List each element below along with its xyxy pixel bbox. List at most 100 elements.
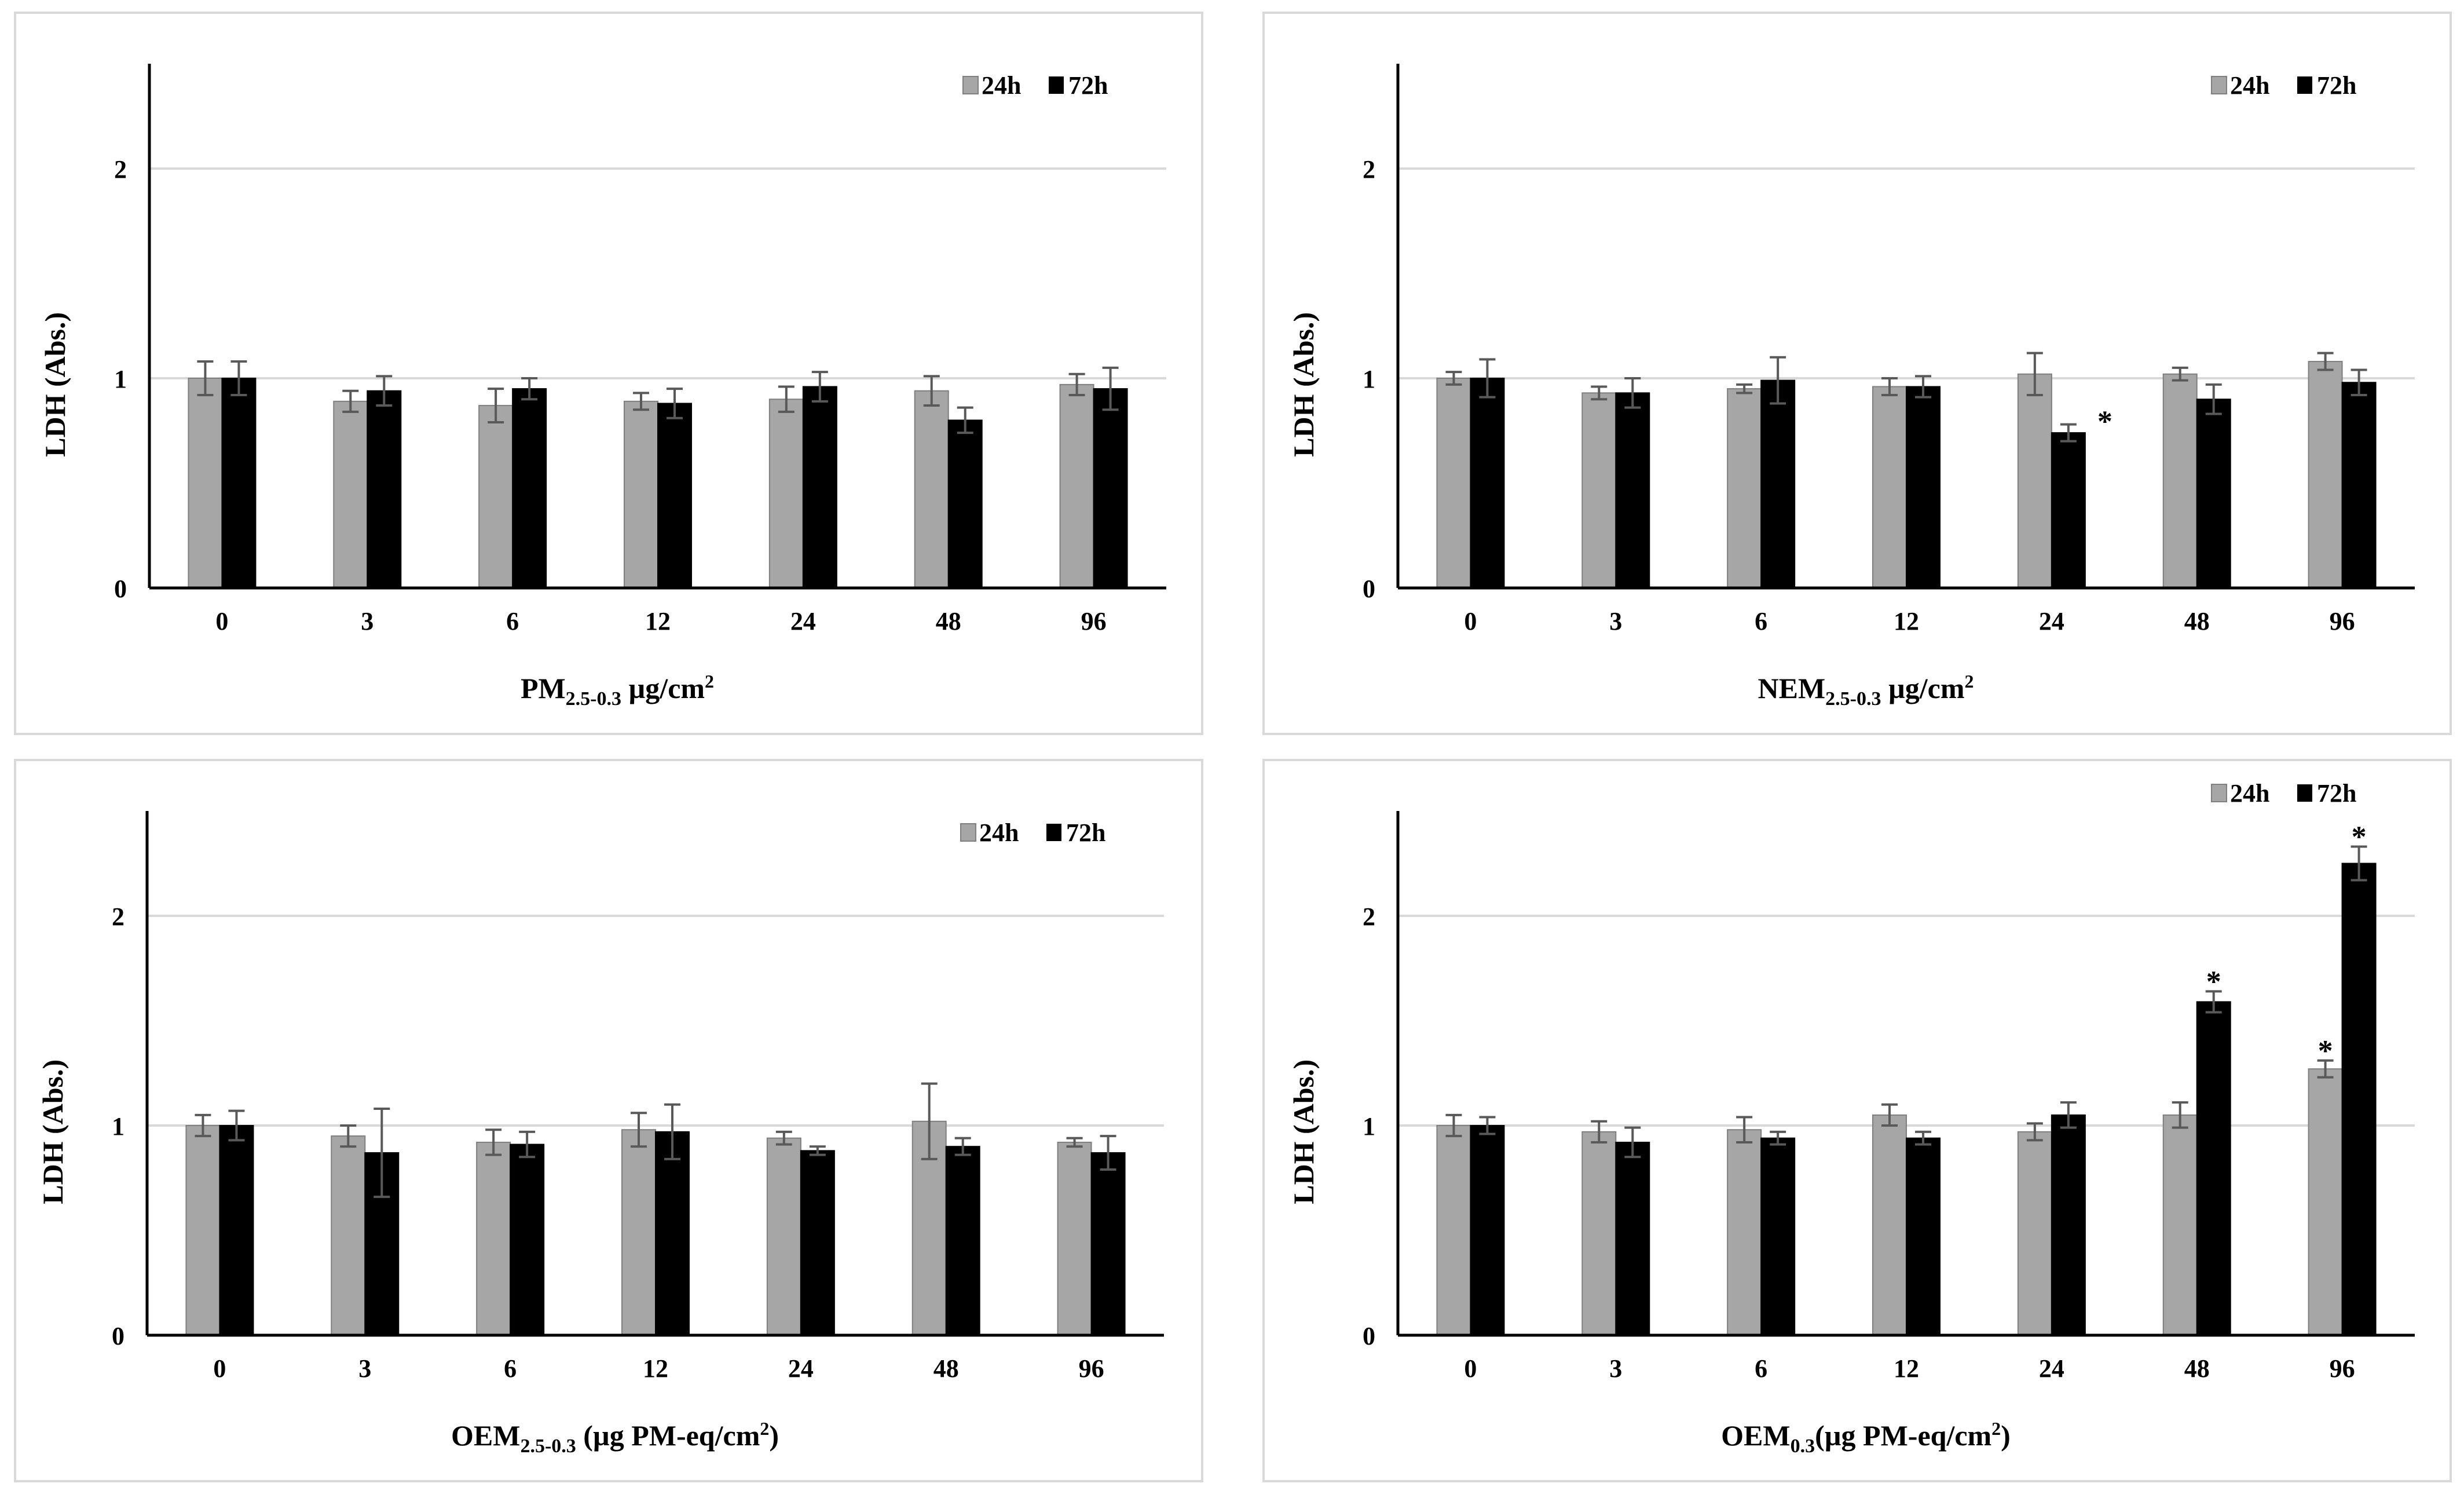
y-axis-title: LDH (Abs.) <box>39 312 71 457</box>
legend-label-24h: 24h <box>2230 71 2269 100</box>
legend-label-72h: 72h <box>2317 779 2356 808</box>
bar-24h-0 <box>1436 1125 1471 1336</box>
x-tick-label: 12 <box>1894 607 1919 635</box>
x-tick-label: 6 <box>504 1354 517 1383</box>
bar-24h-48 <box>2162 1114 2198 1336</box>
bar-72h-6 <box>1760 379 1796 589</box>
bar-72h-96 <box>2341 382 2377 589</box>
x-axis-title-part: 2 <box>1991 1418 2001 1439</box>
bar-24h-3 <box>333 400 368 589</box>
bar-72h-12 <box>655 1131 690 1336</box>
bar-72h-0 <box>221 378 257 589</box>
x-axis-title-part: 2.5-0.3 <box>566 688 621 710</box>
bar-72h-96 <box>1093 388 1128 589</box>
x-axis-title-part: ) <box>2001 1419 2011 1452</box>
bar-24h-96 <box>2308 1068 2343 1336</box>
bar-24h-3 <box>1581 392 1617 589</box>
bar-24h-96 <box>1059 383 1094 589</box>
legend-swatch-72h <box>2297 76 2312 94</box>
y-tick-label: 2 <box>112 903 125 931</box>
x-tick-label: 24 <box>788 1354 814 1383</box>
bar-72h-12 <box>1906 1137 1941 1336</box>
x-tick-label: 0 <box>213 1354 226 1383</box>
x-tick-label: 48 <box>933 1354 959 1383</box>
legend: 24h 72h <box>2211 71 2356 100</box>
bar-72h-3 <box>1615 1141 1650 1336</box>
x-axis-title-part: OEM <box>451 1419 520 1452</box>
x-tick-label: 96 <box>1079 1354 1104 1383</box>
panel-oem-0-3 <box>1262 759 2452 1482</box>
y-tick-label: 1 <box>112 1112 125 1141</box>
bar-72h-0 <box>1470 378 1505 589</box>
x-axis-title-part: NEM <box>1758 672 1825 704</box>
legend-label-72h: 72h <box>2317 71 2356 100</box>
x-tick-label: 48 <box>936 607 961 635</box>
x-axis-title: NEM2.5-0.3 µg/cm2 <box>1758 671 1974 710</box>
legend-label-24h: 24h <box>982 71 1021 100</box>
x-tick-label: 0 <box>1464 607 1477 635</box>
x-axis-title-part: 2 <box>1965 671 1974 692</box>
significance-asterisk: * <box>2097 405 2112 439</box>
legend-label-24h: 24h <box>979 819 1019 847</box>
bar-24h-24 <box>768 399 804 589</box>
bar-72h-24 <box>800 1150 835 1336</box>
y-tick-label: 2 <box>1363 903 1375 931</box>
bar-24h-0 <box>1436 378 1471 589</box>
x-tick-label: 96 <box>1081 607 1107 635</box>
x-axis-title-part: OEM <box>1721 1419 1790 1452</box>
bar-24h-24 <box>766 1137 801 1336</box>
legend-swatch-72h <box>1046 824 1061 841</box>
x-tick-label: 12 <box>1894 1354 1919 1383</box>
bar-72h-0 <box>219 1125 254 1336</box>
bar-24h-0 <box>185 1125 221 1336</box>
x-tick-label: 6 <box>1755 607 1767 635</box>
y-tick-label: 1 <box>1363 1112 1375 1141</box>
bar-72h-96 <box>2341 863 2377 1336</box>
legend-label-72h: 72h <box>1066 819 1105 847</box>
x-tick-label: 48 <box>2184 607 2210 635</box>
y-axis-title: LDH (Abs.) <box>1287 312 1320 457</box>
x-axis-title-part: 2 <box>705 671 714 692</box>
legend-swatch-24h <box>962 76 979 94</box>
x-axis-title: PM2.5-0.3 µg/cm2 <box>521 671 714 710</box>
bar-24h-96 <box>1057 1141 1092 1336</box>
x-axis-title-part: ) <box>769 1419 779 1452</box>
bar-24h-3 <box>331 1135 366 1336</box>
significance-asterisk: * <box>2206 965 2221 998</box>
legend-swatch-24h <box>2211 784 2227 802</box>
bar-72h-6 <box>510 1143 545 1336</box>
x-axis-title-part: PM <box>521 672 566 704</box>
x-tick-label: 96 <box>2330 1354 2355 1383</box>
bar-72h-24 <box>802 386 837 589</box>
x-tick-label: 3 <box>1609 607 1622 635</box>
panel-nem-2-5-0-3 <box>1262 12 2452 735</box>
bar-24h-24 <box>2017 1131 2052 1336</box>
x-tick-label: 6 <box>1755 1354 1767 1383</box>
legend: 24h 72h <box>2211 779 2356 808</box>
y-tick-label: 0 <box>1363 575 1375 603</box>
bar-72h-48 <box>2196 1001 2231 1336</box>
y-tick-label: 2 <box>1363 155 1375 184</box>
significance-asterisk: * <box>2318 1035 2333 1068</box>
panel-pm-2-5-0-3 <box>14 12 1203 735</box>
x-axis-title: OEM2.5-0.3 (µg PM-eq/cm2) <box>451 1418 779 1457</box>
significance-asterisk: * <box>2352 821 2367 854</box>
bar-24h-96 <box>2308 361 2343 589</box>
x-axis-title-part: (µg PM-eq/cm <box>1815 1419 1991 1452</box>
bar-72h-0 <box>1470 1125 1505 1336</box>
x-tick-label: 48 <box>2184 1354 2210 1383</box>
y-tick-label: 1 <box>114 365 127 393</box>
x-axis-title: OEM0.3(µg PM-eq/cm2) <box>1721 1418 2011 1457</box>
x-tick-label: 0 <box>1464 1354 1477 1383</box>
x-axis-title-part: 0.3 <box>1791 1435 1815 1457</box>
legend-swatch-24h <box>960 823 976 842</box>
x-tick-label: 24 <box>2039 1354 2064 1383</box>
bar-24h-6 <box>476 1141 511 1336</box>
bar-24h-0 <box>188 378 223 589</box>
x-axis-title-part: 2 <box>760 1418 769 1439</box>
x-axis-title-part: 2.5-0.3 <box>1825 688 1881 710</box>
bar-24h-12 <box>1872 386 1907 589</box>
